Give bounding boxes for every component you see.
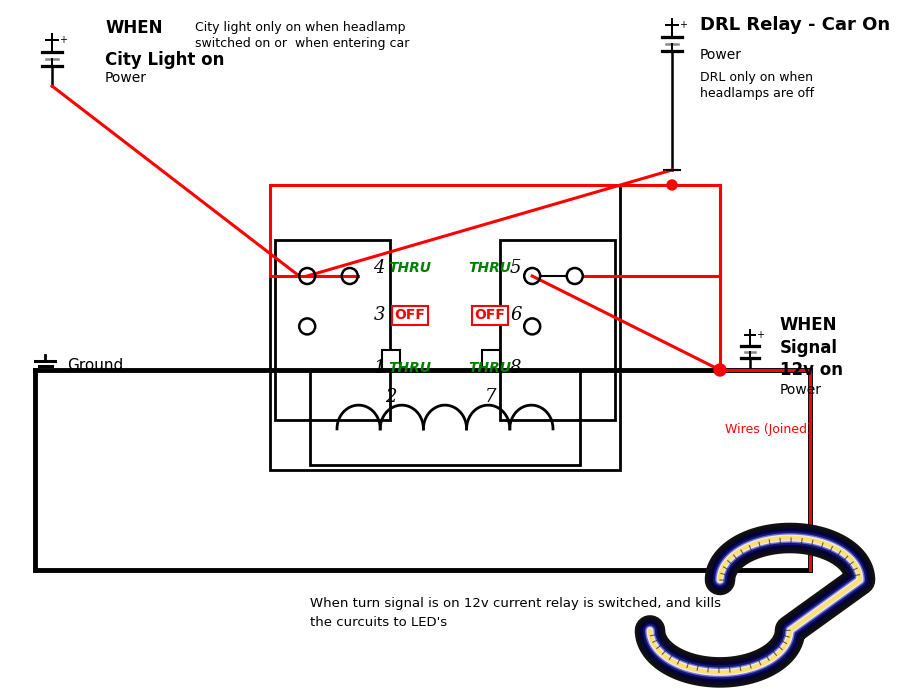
Text: 4: 4	[374, 259, 385, 277]
Text: WHEN: WHEN	[780, 316, 838, 334]
Text: 3: 3	[374, 306, 385, 324]
Bar	[275, 240, 390, 420]
Circle shape	[714, 364, 726, 376]
Text: OFF: OFF	[474, 308, 506, 322]
Text: the curcuits to LED's: the curcuits to LED's	[310, 615, 447, 629]
Text: 1: 1	[374, 359, 385, 377]
Text: Wires (Joined): Wires (Joined)	[725, 424, 812, 437]
Text: City light only on when headlamp: City light only on when headlamp	[195, 22, 406, 34]
Text: 7: 7	[485, 388, 497, 405]
Text: +: +	[679, 20, 687, 30]
Text: Ground: Ground	[67, 358, 123, 372]
Text: +: +	[59, 35, 67, 45]
Bar	[382, 350, 400, 370]
Bar	[500, 240, 615, 420]
Circle shape	[667, 180, 677, 190]
Text: THRU: THRU	[389, 261, 431, 275]
Text: DRL Relay - Car On: DRL Relay - Car On	[700, 16, 890, 34]
Text: 6: 6	[510, 306, 521, 324]
Text: Power: Power	[700, 48, 742, 62]
Text: When turn signal is on 12v current relay is switched, and kills: When turn signal is on 12v current relay…	[310, 596, 721, 610]
Text: Power: Power	[780, 383, 822, 397]
Text: THRU: THRU	[469, 361, 511, 375]
Text: +: +	[756, 330, 764, 340]
Text: 5: 5	[510, 259, 521, 277]
Text: DRL only on when: DRL only on when	[700, 71, 813, 85]
Text: switched on or  when entering car: switched on or when entering car	[195, 38, 410, 50]
Bar	[482, 350, 500, 370]
Text: Signal: Signal	[780, 339, 838, 357]
Text: WHEN: WHEN	[105, 19, 163, 37]
Text: 2: 2	[385, 388, 397, 405]
Text: THRU: THRU	[469, 261, 511, 275]
Text: 8: 8	[510, 359, 521, 377]
Bar	[310, 370, 580, 465]
Text: City Light on: City Light on	[105, 51, 224, 69]
Text: OFF: OFF	[394, 308, 426, 322]
Text: headlamps are off: headlamps are off	[700, 88, 814, 101]
Text: 12v on: 12v on	[780, 361, 843, 379]
Bar	[270, 185, 620, 470]
Text: THRU: THRU	[389, 361, 431, 375]
Text: Power: Power	[105, 71, 147, 85]
